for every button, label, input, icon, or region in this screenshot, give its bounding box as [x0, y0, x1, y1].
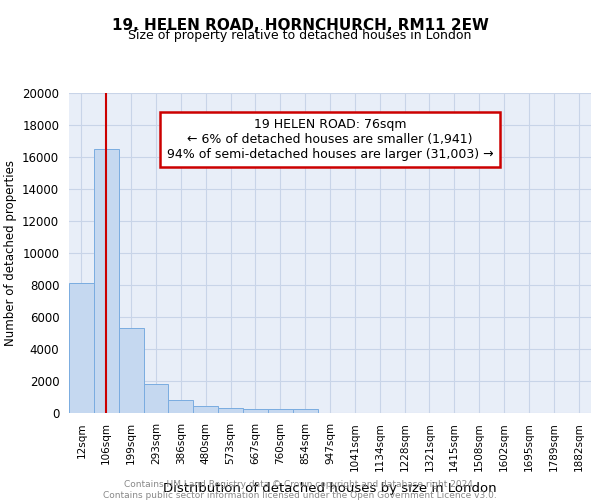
- Y-axis label: Number of detached properties: Number of detached properties: [4, 160, 17, 346]
- Bar: [243, 409, 268, 412]
- Bar: [119, 328, 143, 412]
- Text: 19 HELEN ROAD: 76sqm
← 6% of detached houses are smaller (1,941)
94% of semi-det: 19 HELEN ROAD: 76sqm ← 6% of detached ho…: [167, 118, 493, 161]
- Bar: [69, 283, 94, 412]
- Bar: [193, 406, 218, 412]
- Text: Size of property relative to detached houses in London: Size of property relative to detached ho…: [128, 29, 472, 42]
- Text: 19, HELEN ROAD, HORNCHURCH, RM11 2EW: 19, HELEN ROAD, HORNCHURCH, RM11 2EW: [112, 18, 488, 32]
- Bar: [169, 400, 193, 412]
- Bar: [293, 410, 317, 412]
- X-axis label: Distribution of detached houses by size in London: Distribution of detached houses by size …: [163, 482, 497, 495]
- Bar: [143, 384, 169, 412]
- Bar: [218, 408, 243, 412]
- Text: Contains HM Land Registry data © Crown copyright and database right 2024.: Contains HM Land Registry data © Crown c…: [124, 480, 476, 489]
- Text: Contains public sector information licensed under the Open Government Licence v3: Contains public sector information licen…: [103, 491, 497, 500]
- Bar: [268, 410, 293, 412]
- Bar: [94, 148, 119, 412]
